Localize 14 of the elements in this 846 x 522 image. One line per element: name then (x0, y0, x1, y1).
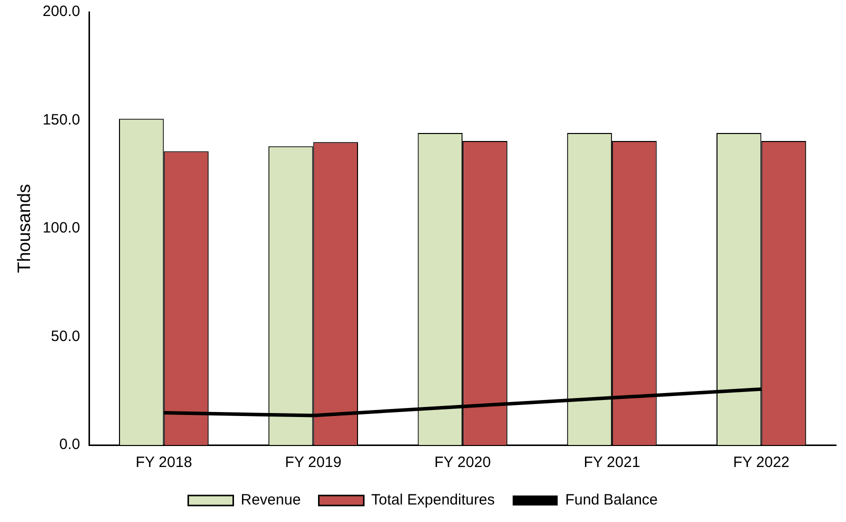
y-tick-label: 50.0 (50, 328, 80, 345)
legend-label: Fund Balance (565, 492, 658, 509)
y-tick-label: 100.0 (42, 220, 80, 237)
y-axis-title: Thousands (14, 184, 34, 274)
y-tick-label: 200.0 (42, 3, 80, 20)
x-tick-label: FY 2020 (434, 454, 491, 472)
legend-label: Total Expenditures (371, 492, 495, 509)
x-tick-label: FY 2019 (284, 454, 342, 472)
x-tick-label: FY 2022 (733, 454, 790, 472)
x-tick-label: FY 2018 (136, 454, 192, 472)
legend-label: Revenue (240, 492, 301, 509)
y-tick-label: 150.0 (42, 111, 80, 128)
x-tick-label: FY 2021 (584, 454, 640, 472)
y-tick-label: 0.0 (59, 436, 80, 454)
